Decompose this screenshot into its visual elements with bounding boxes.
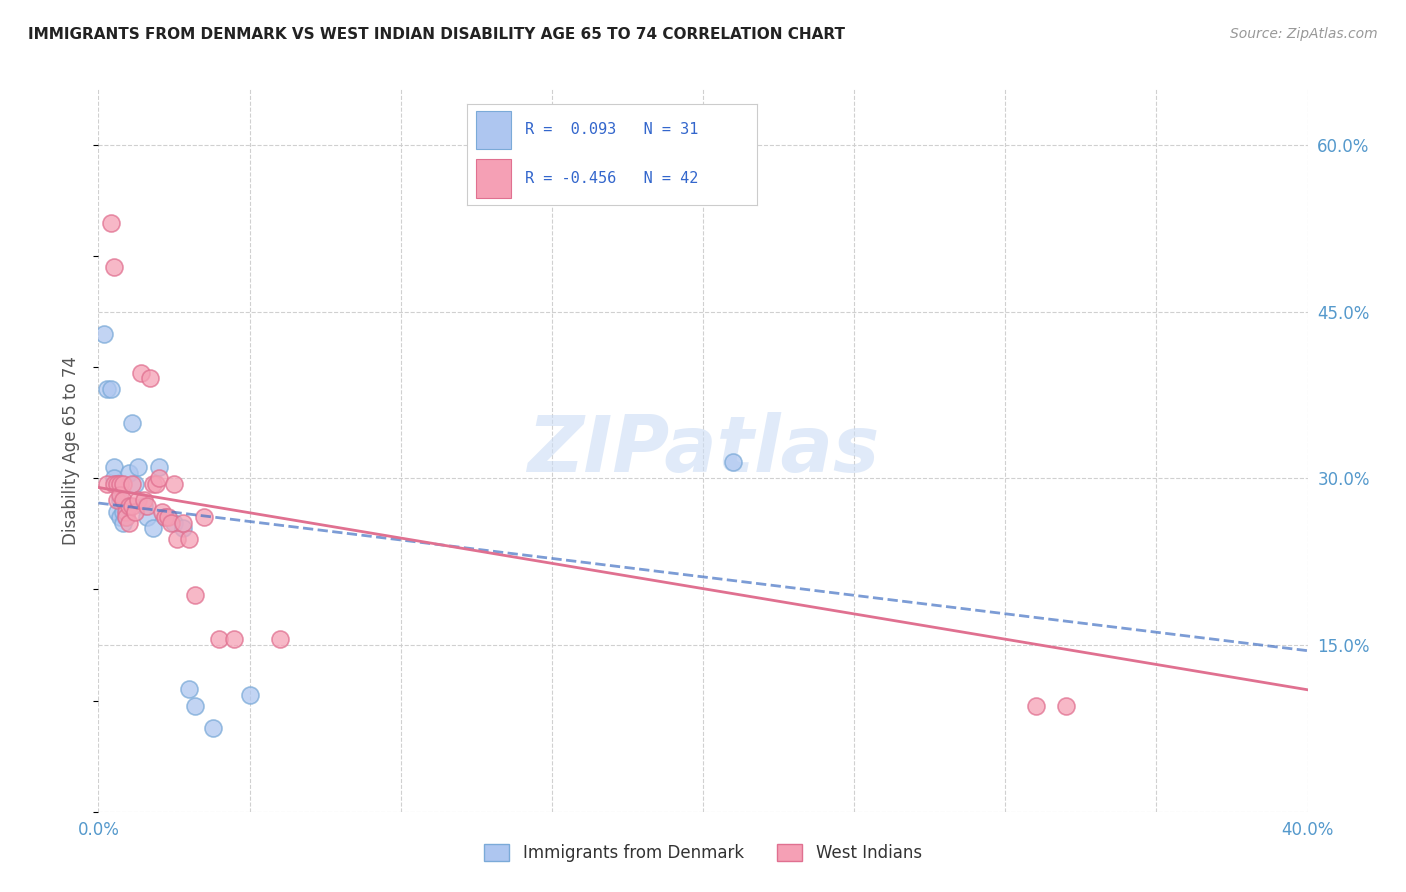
Point — [269, 632, 291, 647]
Point — [172, 516, 194, 530]
Point — [184, 588, 207, 602]
Point — [156, 510, 179, 524]
Point — [100, 382, 122, 396]
Point — [160, 516, 183, 530]
Point — [111, 516, 134, 530]
Point — [111, 499, 134, 513]
Point — [163, 516, 186, 530]
Point — [114, 499, 136, 513]
Point — [121, 476, 143, 491]
Point — [105, 476, 128, 491]
Point — [118, 516, 141, 530]
Point — [114, 505, 136, 519]
Point — [114, 510, 136, 524]
Point — [132, 499, 155, 513]
Point — [179, 533, 201, 547]
Point — [1024, 699, 1046, 714]
Point — [150, 505, 173, 519]
Point — [139, 371, 162, 385]
Point — [100, 216, 122, 230]
Point — [184, 699, 207, 714]
Point — [239, 688, 262, 702]
Point — [224, 632, 246, 647]
Point — [105, 505, 128, 519]
Point — [153, 510, 176, 524]
Point — [723, 454, 745, 468]
Point — [148, 471, 170, 485]
Text: IMMIGRANTS FROM DENMARK VS WEST INDIAN DISABILITY AGE 65 TO 74 CORRELATION CHART: IMMIGRANTS FROM DENMARK VS WEST INDIAN D… — [28, 27, 845, 42]
Point — [111, 493, 134, 508]
Point — [108, 493, 131, 508]
Point — [166, 533, 188, 547]
Point — [114, 510, 136, 524]
Point — [172, 521, 194, 535]
Point — [118, 499, 141, 513]
Point — [103, 471, 125, 485]
Point — [142, 521, 165, 535]
Point — [96, 476, 118, 491]
Point — [193, 510, 215, 524]
Point — [108, 476, 131, 491]
Point — [202, 722, 225, 736]
Text: Source: ZipAtlas.com: Source: ZipAtlas.com — [1230, 27, 1378, 41]
Point — [142, 476, 165, 491]
Point — [127, 460, 149, 475]
Point — [111, 505, 134, 519]
Point — [208, 632, 231, 647]
Y-axis label: Disability Age 65 to 74: Disability Age 65 to 74 — [62, 356, 80, 545]
Point — [103, 476, 125, 491]
Point — [103, 460, 125, 475]
Point — [127, 493, 149, 508]
Point — [132, 493, 155, 508]
Point — [96, 382, 118, 396]
Point — [179, 682, 201, 697]
Point — [135, 499, 157, 513]
Point — [121, 499, 143, 513]
Point — [145, 476, 167, 491]
Point — [1054, 699, 1077, 714]
Point — [124, 476, 146, 491]
Point — [124, 505, 146, 519]
Point — [129, 366, 152, 380]
Point — [103, 260, 125, 274]
Legend: Immigrants from Denmark, West Indians: Immigrants from Denmark, West Indians — [478, 837, 928, 869]
Point — [118, 466, 141, 480]
Point — [111, 476, 134, 491]
Point — [108, 510, 131, 524]
Point — [105, 493, 128, 508]
Point — [108, 476, 131, 491]
Point — [108, 488, 131, 502]
Text: ZIPatlas: ZIPatlas — [527, 412, 879, 489]
Point — [121, 416, 143, 430]
Point — [93, 326, 115, 341]
Point — [105, 476, 128, 491]
Point — [153, 510, 176, 524]
Point — [163, 476, 186, 491]
Point — [135, 510, 157, 524]
Point — [148, 460, 170, 475]
